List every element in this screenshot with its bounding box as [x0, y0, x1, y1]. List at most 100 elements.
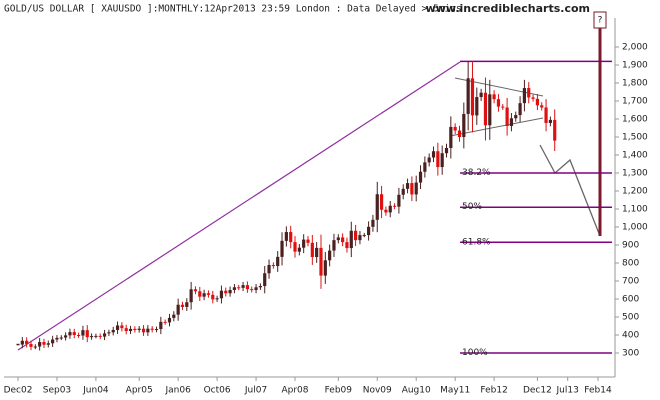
candle	[475, 97, 479, 116]
candle	[263, 273, 267, 287]
x-tick-label: Feb12	[480, 386, 507, 396]
candle	[219, 290, 224, 299]
candle	[137, 328, 141, 330]
candle	[189, 289, 193, 303]
candle	[354, 230, 358, 241]
candle	[384, 209, 388, 213]
candle	[548, 119, 552, 123]
candle	[276, 256, 280, 267]
candle	[457, 130, 462, 137]
candle	[514, 115, 518, 119]
candle	[297, 247, 301, 252]
question-mark: ?	[598, 16, 603, 26]
candle	[315, 247, 319, 258]
level-label: 61.8%	[462, 237, 491, 247]
candle	[120, 325, 124, 329]
y-tick-label: 900	[622, 241, 639, 251]
candle	[141, 328, 146, 333]
candle	[250, 289, 254, 291]
candle	[115, 325, 120, 330]
candle	[418, 171, 423, 183]
candle	[258, 286, 262, 288]
y-tick-label: 1,900	[622, 61, 648, 71]
y-tick-label: 400	[622, 331, 639, 341]
candle	[518, 103, 522, 116]
candle	[453, 126, 457, 131]
candle	[358, 235, 362, 241]
y-tick-label: 700	[622, 277, 639, 287]
candle	[379, 194, 384, 210]
y-tick-label: 1,600	[622, 115, 648, 125]
candle	[42, 342, 46, 345]
candle	[366, 226, 371, 236]
candle	[206, 293, 211, 295]
candle	[540, 105, 544, 108]
candle	[224, 290, 228, 294]
candle	[535, 98, 540, 106]
candle	[159, 321, 163, 330]
candle	[488, 94, 492, 126]
x-tick-label: Aug10	[402, 386, 431, 396]
candle	[133, 328, 137, 330]
candle	[319, 247, 323, 276]
candle	[124, 328, 128, 332]
candle	[185, 302, 189, 307]
candle	[345, 242, 349, 249]
candle	[232, 287, 237, 290]
candle	[405, 183, 410, 189]
x-tick-label: Feb14	[584, 386, 612, 396]
level-label: 50%	[462, 202, 482, 212]
candle	[328, 250, 332, 261]
triangle-lower	[449, 117, 544, 137]
candle	[410, 183, 414, 195]
candle	[483, 92, 488, 126]
candle	[29, 344, 33, 347]
candle	[462, 113, 466, 137]
y-tick-label: 2,000	[622, 43, 648, 53]
candle	[163, 321, 167, 323]
candle	[68, 332, 72, 336]
candle	[310, 242, 314, 258]
x-tick-label: Oct06	[204, 386, 231, 396]
candle	[167, 317, 172, 323]
candle	[280, 240, 284, 257]
candle	[228, 290, 232, 294]
candle	[107, 332, 111, 334]
candle	[211, 294, 215, 300]
candle	[64, 335, 68, 338]
candle	[33, 346, 37, 348]
candle	[172, 314, 176, 318]
candle	[527, 88, 531, 98]
candle	[553, 119, 557, 141]
candle	[492, 94, 496, 100]
candle	[522, 88, 527, 104]
y-tick-label: 1,800	[622, 79, 648, 89]
x-tick-label: Jan06	[164, 386, 191, 396]
y-tick-label: 800	[622, 259, 639, 269]
candle	[271, 264, 275, 267]
candle	[85, 330, 89, 338]
y-tick-label: 1,500	[622, 133, 648, 143]
candle	[146, 328, 150, 333]
candle	[392, 205, 397, 207]
candle	[128, 328, 133, 332]
x-tick-label: Jul07	[244, 386, 267, 396]
candle	[470, 78, 475, 116]
source: www.incrediblecharts.com	[426, 2, 590, 15]
candle	[111, 329, 115, 333]
candle	[46, 343, 50, 345]
candle	[423, 162, 427, 172]
candle	[72, 332, 76, 335]
candle	[237, 287, 241, 289]
y-tick-label: 1,100	[622, 205, 648, 215]
candle	[20, 340, 24, 345]
candle	[293, 242, 297, 252]
candle	[55, 337, 59, 340]
candle	[431, 151, 436, 158]
candle	[193, 289, 198, 292]
candle	[427, 157, 431, 163]
x-tick-label: Apr08	[281, 386, 308, 396]
candle	[245, 285, 250, 290]
candle	[401, 188, 405, 195]
